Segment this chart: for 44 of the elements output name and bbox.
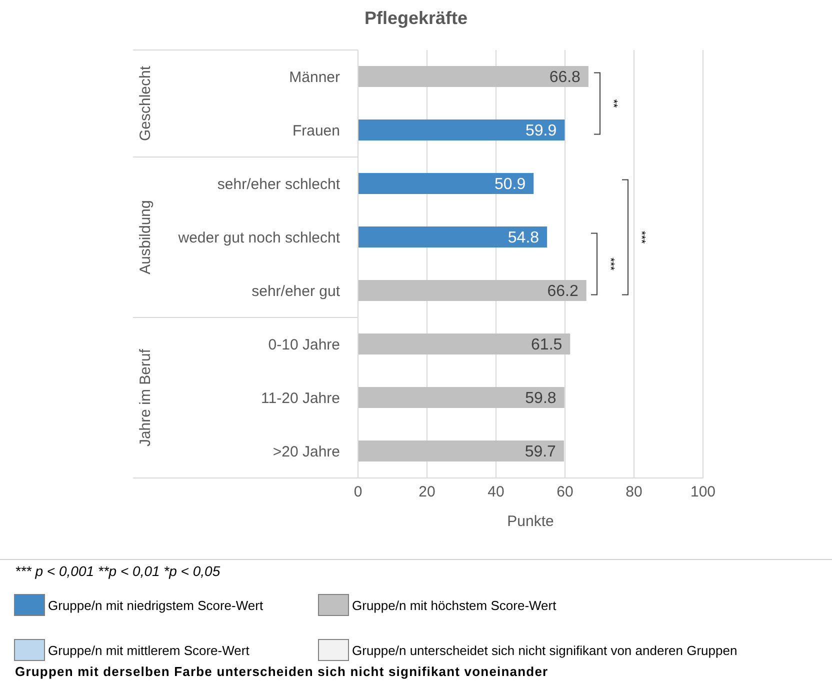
data-label: 59.9	[526, 122, 557, 140]
data-label: 66.8	[549, 69, 581, 86]
text: Geschlecht	[137, 65, 154, 142]
y-tick-label: Frauen	[292, 122, 340, 140]
y-tick-label: Männer	[289, 69, 340, 86]
data-label: 59.7	[524, 444, 556, 461]
bar	[358, 120, 565, 140]
data-label: 59.8	[525, 390, 556, 408]
y-tick-label: sehr/eher schlecht	[217, 176, 341, 194]
y-tick-label: 11-20 Jahre	[261, 390, 340, 408]
y-tick-label: >20 Jahre	[272, 444, 340, 461]
bar	[358, 66, 588, 87]
bar	[358, 440, 564, 462]
text: Jahre im Beruf	[137, 348, 154, 447]
data-label: 66.2	[547, 283, 578, 300]
annotation: ***	[635, 230, 647, 244]
annotation: ***	[604, 258, 616, 272]
x-axis-title: Punkte	[507, 513, 554, 530]
data-label: 50.9	[494, 176, 526, 194]
bar	[358, 334, 570, 354]
x-tick-label: 0	[354, 484, 362, 501]
chart-title: Pflegekräfte	[363, 8, 469, 29]
legend-label: Gruppe/n unterscheidet sich nicht signifikant von anderen Gruppen	[352, 642, 738, 658]
y-tick-label: weder gut noch schlecht	[177, 230, 341, 247]
x-tick-label: 60	[556, 484, 574, 501]
legend-label: Gruppe/n mit mittlerem Score-Wert	[48, 642, 250, 658]
bar	[358, 280, 586, 301]
data-label: 61.5	[531, 336, 562, 354]
bar	[358, 226, 548, 248]
data-label: 54.8	[508, 230, 540, 247]
bar	[358, 173, 534, 194]
text: Ausbildung	[137, 200, 154, 274]
x-tick-label: 80	[626, 484, 642, 501]
text: *** p < 0,001 **p < 0,01 *p < 0,05	[15, 563, 220, 579]
legend-label: Gruppe/n mit höchstem Score-Wert	[352, 598, 556, 612]
bar	[358, 387, 564, 408]
legend-label: Gruppe/n mit niedrigstem Score-Wert	[48, 598, 264, 612]
y-tick-label: 0-10 Jahre	[268, 336, 340, 354]
x-tick-label: 40	[488, 484, 504, 501]
text: Gruppen mit derselben Farbe unterscheiden sich nicht signifikant voneinander	[15, 664, 548, 679]
y-tick-label: sehr/eher gut	[252, 283, 341, 300]
x-tick-label: 20	[418, 484, 436, 501]
annotation: **	[607, 99, 619, 108]
x-tick-label: 100	[690, 484, 716, 501]
